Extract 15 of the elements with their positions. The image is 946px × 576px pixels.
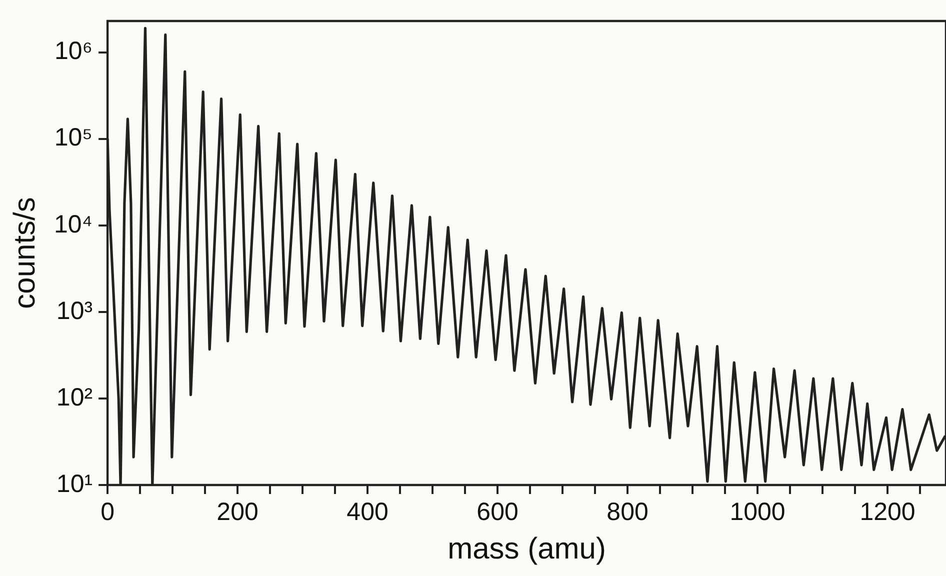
x-tick-label: 0 (100, 498, 115, 526)
y-tick-label: 10¹ (56, 470, 93, 498)
x-tick-label: 200 (216, 498, 258, 526)
x-tick-label: 400 (346, 498, 388, 526)
y-tick-label: 10⁵ (54, 124, 93, 152)
y-tick-label: 10⁶ (54, 37, 93, 66)
y-tick-label: 10² (56, 383, 93, 412)
x-tick-label: 1200 (860, 498, 916, 526)
x-axis-title: mass (amu) (448, 532, 606, 566)
y-tick-label: 10³ (56, 296, 93, 325)
x-tick-label: 1000 (730, 498, 786, 526)
y-axis-title: counts/s (8, 197, 42, 309)
y-tick-label: 10⁴ (54, 210, 93, 238)
x-tick-label: 800 (606, 498, 648, 526)
x-tick-label: 600 (476, 498, 518, 526)
